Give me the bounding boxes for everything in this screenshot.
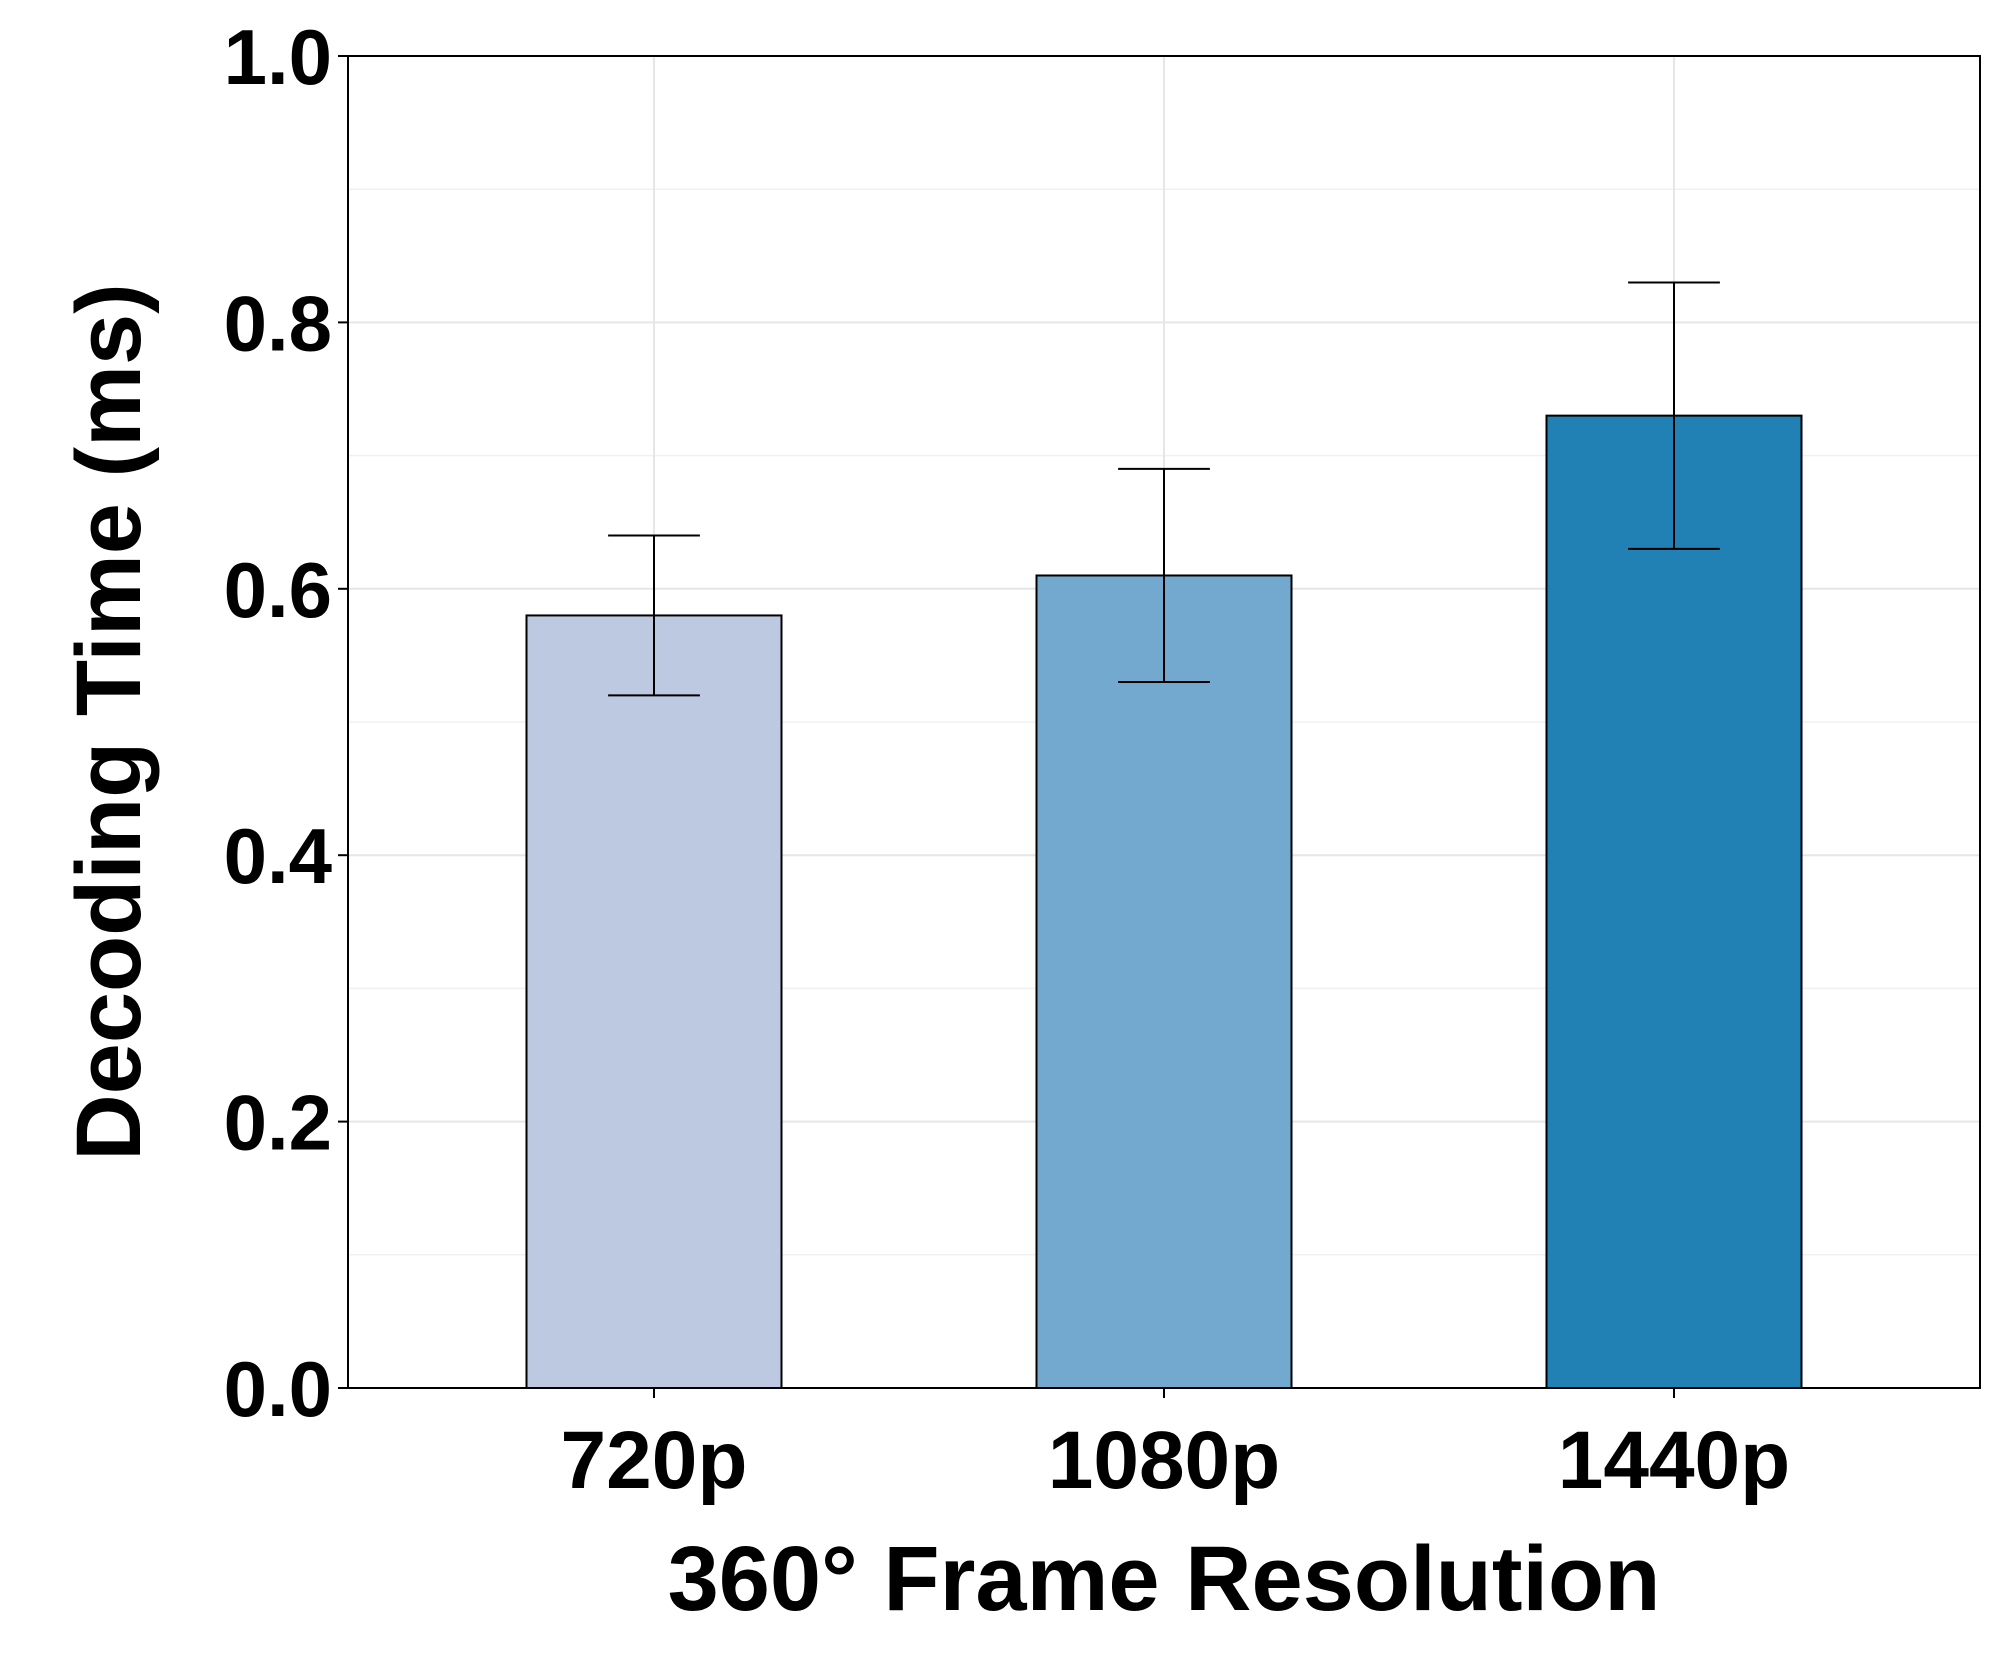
y-axis-ticks: 0.0 0.2 0.4 0.6 0.8 1.0	[224, 13, 348, 1433]
y-tick-label: 1.0	[224, 13, 332, 101]
y-tick-label: 0.0	[224, 1345, 332, 1433]
error-bar-1440p	[1628, 281, 1720, 550]
y-tick-label: 0.6	[224, 546, 332, 634]
bar-720p	[525, 614, 783, 1389]
x-tick-label: 1440p	[1558, 1415, 1791, 1506]
error-bars	[608, 281, 1720, 697]
x-tick-label: 720p	[561, 1415, 748, 1506]
x-tick-label: 1080p	[1048, 1415, 1281, 1506]
y-axis-title: Decoding Time (ms)	[58, 283, 160, 1161]
bars	[525, 414, 1803, 1389]
y-tick-label: 0.4	[224, 812, 332, 900]
error-bar-1080p	[1118, 467, 1210, 684]
bar-1080p	[1035, 574, 1293, 1389]
y-tick-label: 0.2	[224, 1079, 332, 1167]
x-axis-ticks: 720p 1080p 1440p	[561, 1388, 1791, 1506]
y-tick-label: 0.8	[224, 279, 332, 367]
x-axis-title: 360° Frame Resolution	[668, 1528, 1661, 1630]
error-bar-720p	[608, 534, 700, 697]
bar-1440p	[1545, 414, 1803, 1389]
